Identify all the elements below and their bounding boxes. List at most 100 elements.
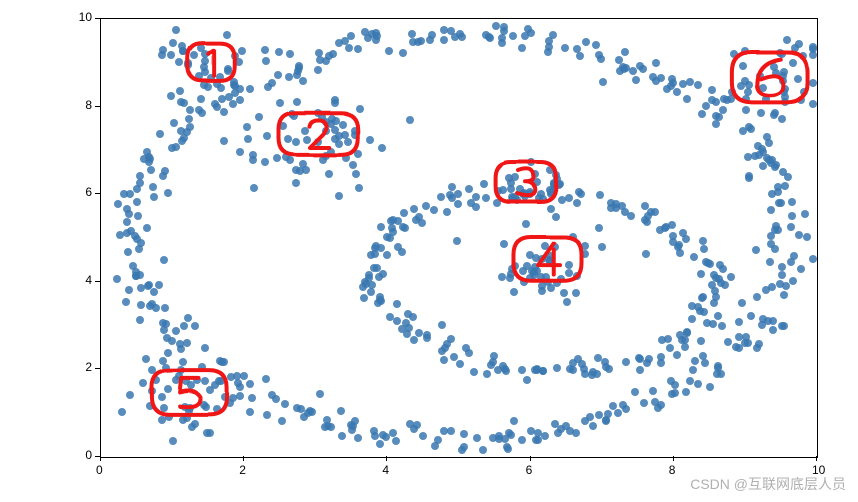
data-point <box>551 243 559 251</box>
data-point <box>697 337 705 345</box>
data-point <box>700 245 708 253</box>
data-point <box>717 370 725 378</box>
data-point <box>440 356 448 364</box>
data-point <box>500 27 508 35</box>
x-tick <box>243 456 244 461</box>
data-point <box>742 106 750 114</box>
data-point <box>652 59 660 67</box>
data-point <box>682 388 690 396</box>
y-tick-label: 10 <box>79 10 92 24</box>
data-point <box>573 272 581 280</box>
data-point <box>282 153 290 161</box>
y-tick <box>95 368 100 369</box>
data-point <box>236 392 244 400</box>
data-point <box>467 199 475 207</box>
data-point <box>490 352 498 360</box>
data-point <box>762 286 770 294</box>
data-point <box>759 162 767 170</box>
data-point <box>453 237 461 245</box>
data-point <box>636 62 644 70</box>
data-point <box>322 127 330 135</box>
data-point <box>498 34 506 42</box>
data-point <box>377 297 385 305</box>
data-point <box>332 117 340 125</box>
data-point <box>689 366 697 374</box>
data-point <box>226 399 234 407</box>
data-point <box>180 322 188 330</box>
data-point <box>175 58 183 66</box>
data-point <box>122 298 130 306</box>
data-point <box>285 73 293 81</box>
data-point <box>778 271 786 279</box>
data-point <box>712 293 720 301</box>
data-point <box>511 262 519 270</box>
data-point <box>314 109 322 117</box>
data-point <box>541 242 549 250</box>
data-point <box>541 432 549 440</box>
data-point <box>314 138 322 146</box>
data-point <box>118 408 126 416</box>
data-point <box>197 44 205 52</box>
data-point <box>419 432 427 440</box>
data-point <box>597 55 605 63</box>
data-point <box>779 168 787 176</box>
data-point <box>532 436 540 444</box>
data-point <box>438 321 446 329</box>
data-point <box>292 138 300 146</box>
data-point <box>759 84 767 92</box>
data-point <box>769 317 777 325</box>
data-point <box>530 271 538 279</box>
data-point <box>538 255 546 263</box>
data-point <box>553 279 561 287</box>
data-point <box>513 196 521 204</box>
data-point <box>747 312 755 320</box>
data-point <box>386 313 394 321</box>
data-point <box>547 205 555 213</box>
data-point <box>176 87 184 95</box>
data-point <box>162 364 170 372</box>
data-point <box>809 79 817 87</box>
data-point <box>753 293 761 301</box>
data-point <box>184 61 192 69</box>
data-point <box>615 56 623 64</box>
data-point <box>126 391 134 399</box>
data-point <box>809 100 817 108</box>
data-point <box>451 33 459 41</box>
data-point <box>263 132 271 140</box>
data-point <box>406 116 414 124</box>
data-point <box>292 179 300 187</box>
data-point <box>803 233 811 241</box>
data-point <box>737 82 745 90</box>
data-point <box>801 210 809 218</box>
data-point <box>776 280 784 288</box>
data-point <box>522 220 530 228</box>
data-point <box>781 93 789 101</box>
data-point <box>502 367 510 375</box>
data-point <box>345 44 353 52</box>
data-point <box>779 72 787 80</box>
data-point <box>161 304 169 312</box>
data-point <box>539 367 547 375</box>
data-point <box>410 205 418 213</box>
data-point <box>220 137 228 145</box>
data-point <box>360 294 368 302</box>
data-point <box>622 358 630 366</box>
data-point <box>727 95 735 103</box>
data-point <box>443 208 451 216</box>
data-point <box>732 343 740 351</box>
data-point <box>172 327 180 335</box>
data-point <box>164 189 172 197</box>
data-point <box>794 75 802 83</box>
data-point <box>344 138 352 146</box>
data-point <box>181 403 189 411</box>
data-point <box>507 270 515 278</box>
data-point <box>694 380 702 388</box>
data-point <box>113 275 121 283</box>
data-point <box>379 270 387 278</box>
data-point <box>465 185 473 193</box>
data-point <box>292 166 300 174</box>
data-point <box>714 312 722 320</box>
data-point <box>160 404 168 412</box>
data-point <box>642 250 650 258</box>
data-point <box>377 223 385 231</box>
